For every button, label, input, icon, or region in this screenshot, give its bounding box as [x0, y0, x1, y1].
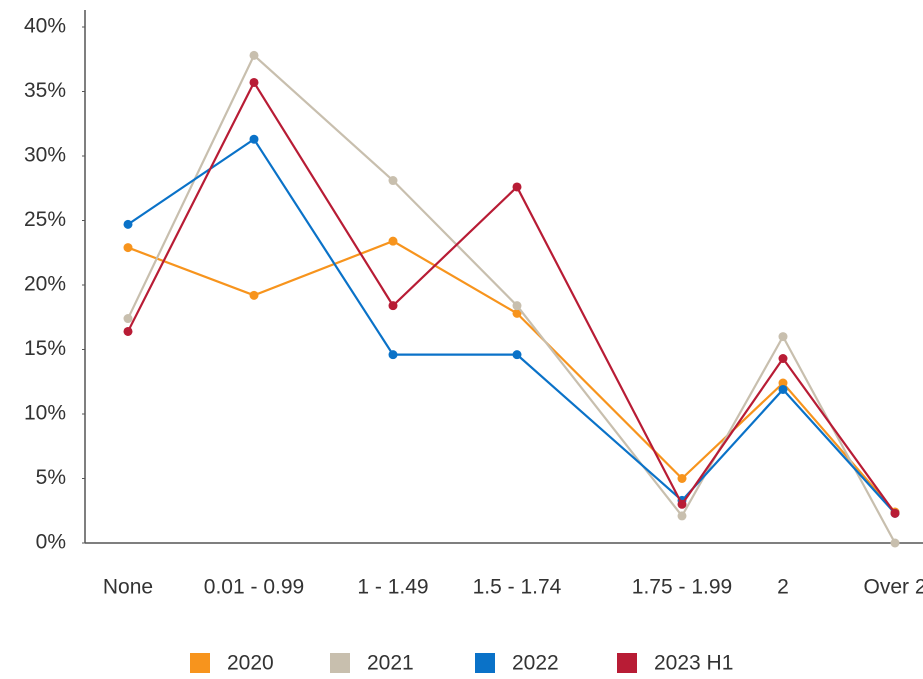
legend-label: 2023 H1 — [654, 652, 733, 675]
y-tick-label: 35% — [24, 79, 66, 102]
data-point — [778, 332, 788, 342]
data-point — [388, 176, 398, 186]
data-point — [249, 134, 259, 144]
legend-swatch — [617, 653, 637, 673]
data-point — [677, 511, 687, 521]
y-tick-label: 20% — [24, 273, 66, 296]
data-point — [677, 474, 687, 483]
x-tick-label: 2 — [777, 576, 789, 599]
y-tick-label: 25% — [24, 208, 66, 231]
legend-swatch — [475, 653, 495, 673]
y-tick-label: 40% — [24, 15, 66, 38]
legend-swatch — [190, 653, 210, 673]
x-tick-label: 0.01 - 0.99 — [204, 576, 304, 599]
series-line — [127, 53, 896, 544]
series-line — [127, 239, 896, 513]
data-point — [123, 243, 133, 253]
data-point — [249, 290, 259, 300]
x-tick-label: Over 2 — [863, 576, 923, 599]
data-point — [249, 77, 259, 87]
data-point — [123, 219, 133, 229]
y-tick-label: 5% — [36, 466, 66, 489]
data-point — [890, 538, 900, 548]
y-tick-label: 15% — [24, 337, 66, 360]
data-point — [512, 301, 522, 311]
data-point — [123, 314, 133, 324]
y-tick-label: 10% — [24, 402, 66, 425]
x-tick-label: 1.5 - 1.74 — [473, 576, 562, 599]
data-point — [388, 350, 398, 360]
legend-label: 2020 — [227, 652, 274, 675]
data-point — [512, 308, 522, 318]
data-point — [388, 236, 398, 246]
y-tick-label: 0% — [36, 531, 66, 554]
legend-label: 2021 — [367, 652, 414, 675]
data-point — [512, 182, 522, 192]
data-point — [778, 354, 788, 364]
series-line — [127, 137, 896, 515]
legend-label: 2022 — [512, 652, 559, 675]
data-point — [249, 50, 259, 60]
data-point — [890, 508, 900, 518]
data-point — [778, 384, 788, 394]
x-tick-label: 1.75 - 1.99 — [632, 576, 732, 599]
x-tick-label: None — [103, 576, 153, 599]
data-point — [512, 350, 522, 360]
data-point — [778, 378, 788, 388]
x-tick-label: 1 - 1.49 — [357, 576, 428, 599]
data-point — [123, 326, 133, 336]
data-point — [677, 499, 687, 509]
data-point — [388, 301, 398, 311]
y-tick-label: 30% — [24, 144, 66, 167]
legend-swatch — [330, 653, 350, 673]
